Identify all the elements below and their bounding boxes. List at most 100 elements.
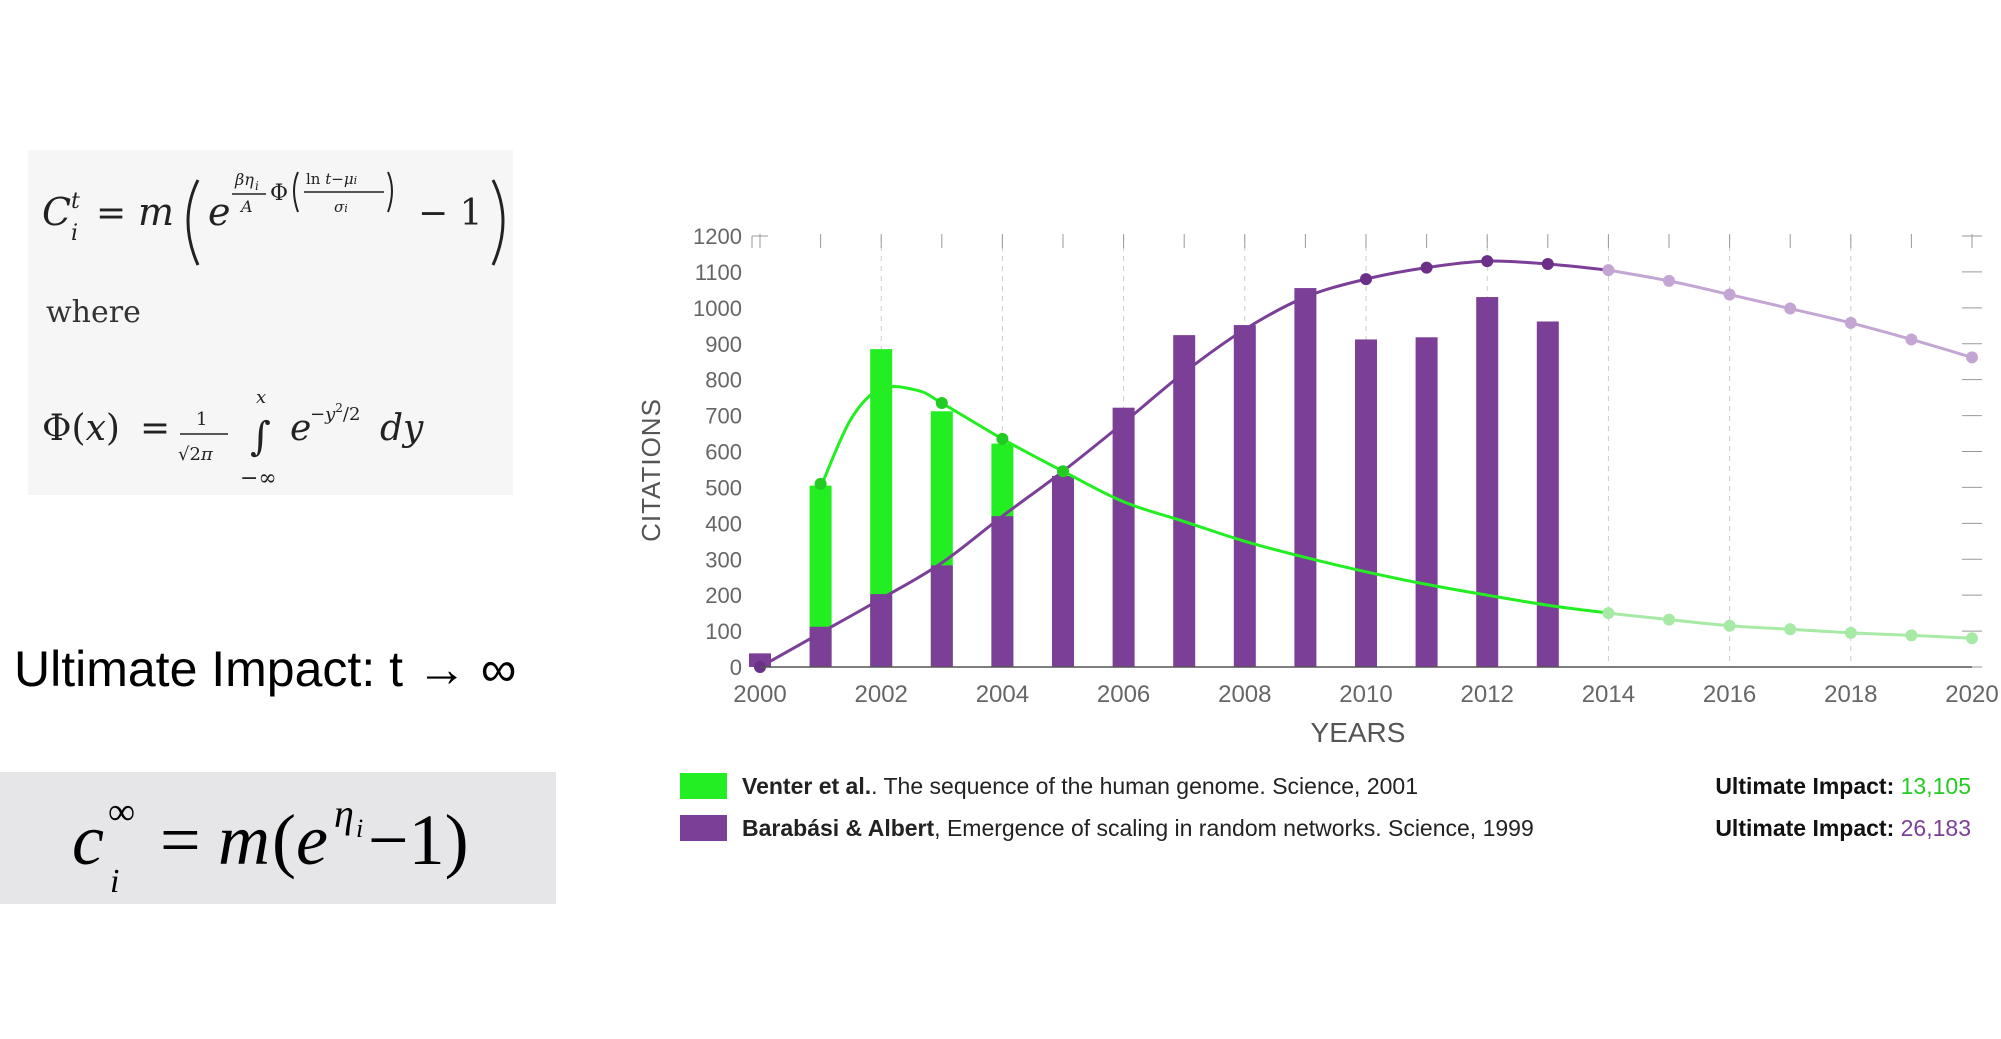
svg-text:e: e [208,190,231,234]
y-tick-label: 1200 [693,224,742,249]
svg-text:=: = [96,193,126,234]
legend-title: The sequence of the human genome. Scienc… [883,773,1418,799]
projection-point-venter [1905,629,1918,642]
point-barabasi [1481,255,1494,268]
legend-author: Barabási & Albert [742,815,935,841]
svg-text:i: i [356,814,363,843]
svg-text:t: t [71,189,80,214]
y-tick-label: 1000 [693,296,742,321]
svg-text:=: = [160,800,201,880]
y-tick-label: 900 [705,332,742,357]
point-barabasi [1420,261,1433,274]
svg-text:Φ(x): Φ(x) [42,408,120,449]
svg-text:−y2/2: −y2/2 [310,401,360,425]
svg-text:Φ: Φ [270,181,288,206]
projection-point-barabasi [1663,274,1675,287]
ultimate-impact-venter: Ultimate Impact: 13,105 [1715,773,1971,800]
citation-formula: C t i = m e βη i A Φ ln t−μi σi − 1 wher… [42,170,505,491]
y-tick-label: 100 [705,619,742,644]
x-tick-label: 2010 [1339,681,1392,708]
projection-point-venter [1663,613,1675,626]
x-tick-label: 2016 [1703,681,1756,708]
x-tick-label: 2006 [1097,681,1150,708]
projection-point-venter [1602,607,1615,620]
legend-text-barabasi: Barabási & Albert, Emergence of scaling … [742,815,1534,842]
svg-text:√2π: √2π [178,444,214,465]
svg-text:=: = [140,408,170,449]
y-tick-label: 700 [705,404,742,429]
formula-box-citation-model: C t i = m e βη i A Φ ln t−μi σi − 1 wher… [28,150,513,495]
svg-text:βη: βη [234,170,254,189]
svg-text:m: m [138,190,174,234]
svg-text:x: x [256,387,266,408]
bar-venter [809,485,832,667]
projection-point-barabasi [1905,333,1918,346]
y-tick-label: 400 [705,511,742,536]
svg-text:∫: ∫ [250,414,271,460]
svg-text:c: c [72,800,104,880]
ultimate-impact-label: Ultimate Impact: [1715,773,1895,799]
y-axis-label-holder: CITATIONS [636,398,666,542]
projection-point-venter [1723,619,1736,632]
y-tick-label: 300 [705,547,742,572]
chart-points [754,255,1978,673]
x-tick-label: 2018 [1824,681,1877,708]
x-axis-label: YEARS [1311,717,1406,748]
legend-swatch-purple [680,815,727,841]
projection-point-venter [1966,632,1978,645]
bar-barabasi [1173,335,1196,667]
projection-point-barabasi [1723,288,1736,301]
y-tick-label: 600 [705,440,742,465]
svg-text:−∞: −∞ [240,466,277,491]
svg-text:ln t−μi: ln t−μi [306,170,357,188]
y-tick-label: 800 [705,368,742,393]
point-venter [1057,465,1069,478]
svg-text:i: i [255,179,259,193]
legend-title: Emergence of scaling in random networks.… [946,815,1534,841]
y-tick-label: 200 [705,583,742,608]
ultimate-impact-label: Ultimate Impact: [1715,815,1895,841]
x-tick-label: 2008 [1218,681,1271,708]
projection-point-venter [1784,623,1797,636]
svg-text:C: C [42,190,71,234]
projection-point-barabasi [1966,351,1978,364]
x-tick-label: 2020 [1945,681,1998,708]
svg-text:dy: dy [380,408,424,449]
fit-curve-barabasi [759,259,1609,669]
point-barabasi [1360,273,1372,286]
point-venter [935,397,948,410]
projection-point-barabasi [1602,264,1615,277]
bar-barabasi [930,565,953,667]
fit-curve-venter [819,384,1609,615]
legend-author: Venter et al. [742,773,872,799]
x-tick-label: 2000 [733,681,786,708]
svg-text:(: ( [272,800,296,880]
svg-text:e: e [290,408,311,449]
y-tick-label: 0 [730,655,742,680]
bar-barabasi [1415,337,1438,667]
bar-barabasi [1052,475,1074,667]
y-tick-label: 1100 [695,260,742,285]
point-venter [996,432,1009,445]
citations-chart: 0 100 200 300 400 500 600 700 800 900 1000 1100 1200… [693,224,1999,748]
point-venter [814,477,827,490]
projection-point-venter [1844,626,1857,639]
legend-text-venter: Venter et al.. The sequence of the human… [742,773,1418,800]
svg-text:A: A [239,197,253,216]
bar-barabasi [1294,288,1317,667]
point-barabasi [1541,258,1554,271]
ultimate-impact-barabasi: Ultimate Impact: 26,183 [1715,815,1971,842]
bar-venter [870,349,893,667]
y-axis-title: CITATIONS [636,398,666,542]
x-tick-label: 2004 [976,681,1029,708]
y-tick-label: 500 [705,475,742,500]
legend-sep: . [871,773,884,799]
bar-barabasi [870,594,893,667]
bar-barabasi [1536,321,1559,667]
bar-barabasi [1112,407,1135,667]
svg-text:e: e [296,800,328,880]
legend-swatch-green [680,773,727,799]
bar-barabasi [1233,325,1256,667]
svg-text:∞: ∞ [108,791,135,833]
ultimate-impact-formula: c ∞ i = m ( e η i −1) [72,791,469,900]
